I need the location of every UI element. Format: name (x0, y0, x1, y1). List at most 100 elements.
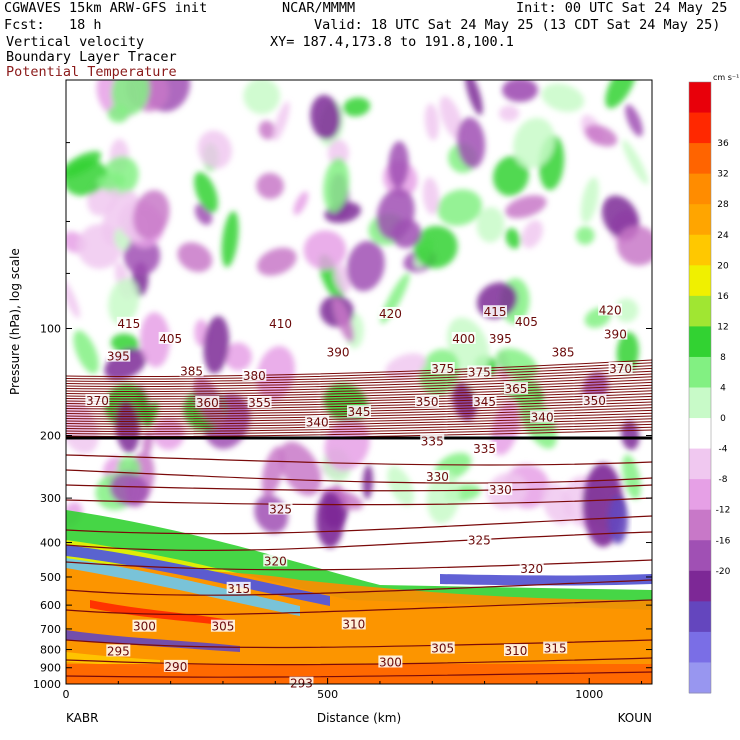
theta-label-text: 335 (473, 442, 496, 456)
theta-label-bg (242, 368, 267, 381)
theta-label: 340 (530, 410, 555, 425)
theta-label-text: 395 (489, 332, 512, 346)
x-tick-label: 1000 (575, 688, 603, 701)
theta-label-bg (519, 562, 544, 575)
theta-isentrope (66, 484, 652, 492)
tracer-band (66, 558, 300, 616)
velocity-cell (622, 139, 649, 185)
theta-label-bg (341, 617, 366, 630)
theta-label-text: 340 (531, 411, 554, 425)
theta-label-text: 305 (431, 642, 454, 656)
theta-label: 375 (467, 365, 492, 380)
theta-isentrope (66, 671, 652, 678)
velocity-cell (111, 80, 150, 116)
cross-section-endpoints: XY= 187.4,173.8 to 191.8,100.1 (270, 34, 514, 50)
tracer-band (90, 600, 230, 626)
velocity-cell (66, 159, 108, 196)
colorbar-unit: cm s⁻¹ (713, 73, 739, 82)
theta-label-text: 345 (348, 405, 371, 419)
theta-label: 300 (378, 655, 403, 669)
theta-label-bg (210, 619, 235, 632)
theta-label-text: 370 (609, 362, 632, 376)
theta-label-text: 325 (468, 534, 491, 548)
velocity-cell (346, 240, 385, 292)
theta-isentrope (66, 362, 652, 380)
theta-label-bg (106, 349, 131, 362)
init-time: Init: 00 UTC Sat 24 May 25 (516, 0, 728, 16)
y-tick-label: 500 (40, 571, 61, 584)
velocity-cell (388, 141, 409, 189)
theta-contour-labels: 415 410 420 415 405 420 405 400 395 390 395 390 385 3… (85, 303, 633, 691)
theta-label-bg (503, 382, 528, 395)
y-tick-label: 300 (40, 492, 61, 505)
theta-label-text: 350 (583, 394, 606, 408)
right-endpoint-label: KOUN (618, 711, 652, 725)
theta-label-text: 330 (489, 483, 512, 497)
theta-isentrope (66, 404, 652, 418)
theta-label: 405 (514, 315, 539, 329)
colorbar-swatch (689, 601, 711, 633)
theta-label: 410 (268, 316, 293, 331)
velocity-cell (439, 96, 464, 140)
theta-label-text: 390 (327, 346, 350, 360)
theta-label: 360 (195, 395, 220, 410)
theta-label-text: 365 (505, 382, 528, 396)
y-tick-label: 1000 (33, 678, 61, 691)
velocity-cell (437, 189, 483, 226)
shaded-fields (66, 80, 652, 684)
theta-label-bg (85, 394, 110, 407)
theta-label: 325 (268, 502, 293, 517)
theta-label-text: 350 (416, 395, 439, 409)
velocity-cell (505, 228, 521, 249)
velocity-cell (513, 117, 555, 169)
theta-label: 385 (551, 345, 576, 360)
theta-label-bg (132, 619, 157, 632)
theta-label: 385 (179, 364, 204, 378)
velocity-cell (97, 173, 126, 191)
theta-label-text: 355 (248, 396, 271, 410)
colorbar-tick-label: 0 (720, 414, 726, 424)
theta-label-bg (451, 331, 476, 344)
theta-label: 395 (488, 331, 513, 346)
velocity-cell (622, 454, 641, 500)
theta-isentrope (66, 384, 652, 400)
theta-label-bg (543, 641, 568, 654)
velocity-cell (332, 296, 354, 343)
valid-time: Valid: 18 UTC Sat 24 May 25 (13 CDT Sat … (314, 17, 721, 33)
left-endpoint-label: KABR (66, 711, 98, 725)
theta-label: 395 (106, 349, 131, 364)
theta-isentrope (66, 469, 652, 484)
theta-label-bg (503, 644, 528, 657)
velocity-cell (293, 191, 309, 216)
theta-label: 345 (347, 405, 371, 419)
theta-label: 355 (247, 395, 272, 410)
colorbar-swatch (689, 662, 711, 694)
theta-label: 375 (430, 361, 455, 376)
field-boundary-layer-tracer: Boundary Layer Tracer (6, 49, 177, 65)
colorbar-swatch (689, 356, 711, 388)
theta-label-bg (347, 405, 371, 418)
theta-label-text: 360 (196, 396, 219, 410)
theta-label: 310 (341, 617, 366, 631)
colorbar-swatch (689, 631, 711, 663)
colorbar-tick-label: 36 (717, 139, 729, 149)
y-tick-label: 800 (40, 644, 61, 657)
theta-label: 405 (158, 331, 183, 346)
velocity-cell (413, 225, 458, 269)
theta-isentrope (66, 398, 652, 413)
theta-isentrope (66, 370, 652, 387)
theta-label-bg (247, 395, 272, 408)
y-tick-label: 600 (40, 599, 61, 612)
velocity-cell (584, 124, 618, 147)
colorbar-swatch (689, 265, 711, 297)
velocity-cell (495, 348, 538, 379)
theta-label-bg (530, 410, 555, 423)
theta-label-bg (483, 305, 508, 318)
velocity-cell (256, 247, 297, 276)
colorbar-tick-label: 20 (717, 261, 729, 271)
velocity-cell (197, 130, 232, 169)
theta-label-bg (425, 470, 450, 483)
velocity-cell (504, 195, 547, 219)
theta-label-bg (378, 655, 403, 668)
